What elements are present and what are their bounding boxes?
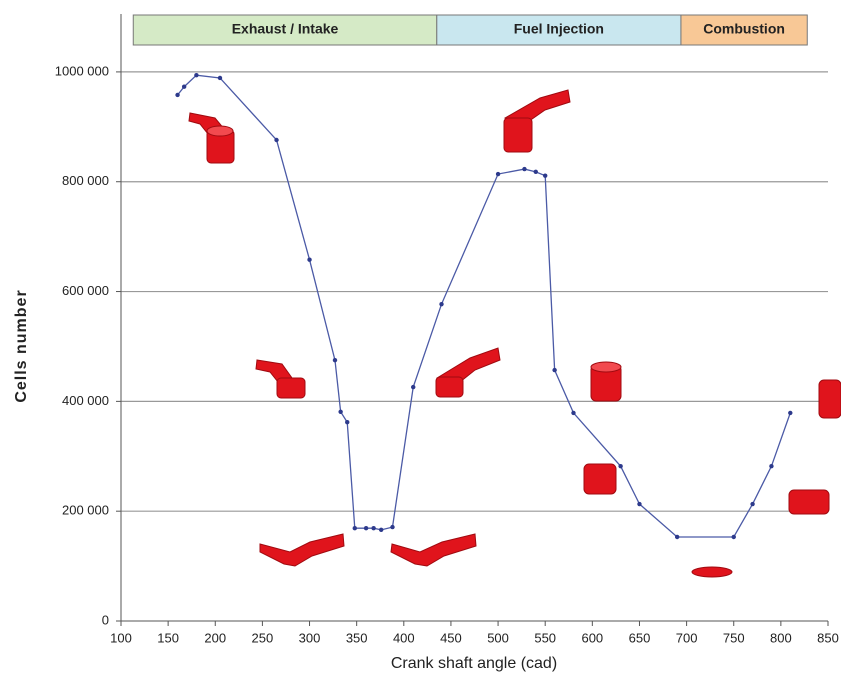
data-point: [194, 73, 199, 78]
data-point: [307, 257, 312, 262]
icon: [435, 376, 464, 398]
x-tick-label: 800: [770, 630, 792, 645]
data-point: [750, 501, 755, 507]
phase-label: Exhaust / Intake: [232, 21, 339, 37]
y-tick-label: 0: [102, 612, 109, 627]
data-point: [522, 166, 527, 172]
x-tick-label: 550: [534, 630, 556, 645]
x-tick-label: 650: [629, 630, 651, 645]
data-point: [181, 84, 187, 89]
data-point: [439, 301, 444, 307]
x-tick-label: 600: [581, 630, 603, 645]
x-tick-label: 250: [252, 630, 274, 645]
y-tick-label: 200 000: [62, 503, 109, 518]
data-point: [371, 526, 376, 531]
y-tick-label: 600 000: [62, 283, 109, 298]
data-point: [637, 501, 642, 507]
data-point: [543, 173, 548, 178]
y-tick-label: 800 000: [62, 173, 109, 188]
data-point: [352, 526, 357, 531]
data-point: [338, 409, 343, 414]
data-point: [618, 463, 623, 469]
x-tick-label: 700: [676, 630, 698, 645]
data-point: [552, 367, 557, 373]
x-tick-label: 350: [346, 630, 368, 645]
x-tick-label: 750: [723, 630, 745, 645]
phase-band: [436, 14, 682, 46]
x-tick-label: 200: [204, 630, 226, 645]
x-tick-label: 300: [299, 630, 321, 645]
data-point: [731, 534, 736, 540]
icon: [788, 489, 830, 515]
data-point: [788, 410, 793, 416]
data-point: [175, 92, 180, 98]
data-point: [495, 171, 501, 177]
icon: [590, 361, 622, 373]
y-tick-label: 1000 000: [55, 63, 109, 78]
data-point: [390, 524, 395, 530]
icon: [276, 377, 306, 399]
x-tick-label: 100: [110, 630, 132, 645]
icon: [818, 379, 841, 419]
data-point: [378, 527, 384, 533]
data-point: [674, 534, 680, 540]
data-point: [533, 169, 538, 175]
data-point: [274, 137, 279, 143]
y-tick-label: 400 000: [62, 393, 109, 408]
data-point: [769, 463, 774, 469]
x-tick-label: 450: [440, 630, 462, 645]
x-tick-label: 850: [817, 630, 839, 645]
icon: [390, 533, 477, 567]
icon: [583, 463, 617, 495]
data-point: [217, 75, 223, 81]
icon: [206, 125, 234, 137]
x-tick-label: 400: [393, 630, 415, 645]
phase-label: Fuel Injection: [514, 21, 604, 37]
x-tick-label: 150: [157, 630, 179, 645]
data-point: [363, 526, 369, 531]
icon: [691, 566, 733, 578]
phase-label: Combustion: [703, 21, 785, 37]
data-line: [177, 74, 791, 538]
icon: [503, 117, 533, 153]
data-point: [411, 384, 416, 390]
phase-band: [680, 14, 808, 46]
x-tick-label: 500: [487, 630, 509, 645]
x-axis-label: Crank shaft angle (cad): [391, 655, 557, 672]
y-axis-label: Cells number: [13, 289, 30, 402]
data-point: [571, 410, 576, 416]
mesh-icons: [188, 89, 841, 578]
data-point: [332, 357, 338, 363]
icon: [259, 533, 345, 567]
data-point: [345, 420, 350, 425]
